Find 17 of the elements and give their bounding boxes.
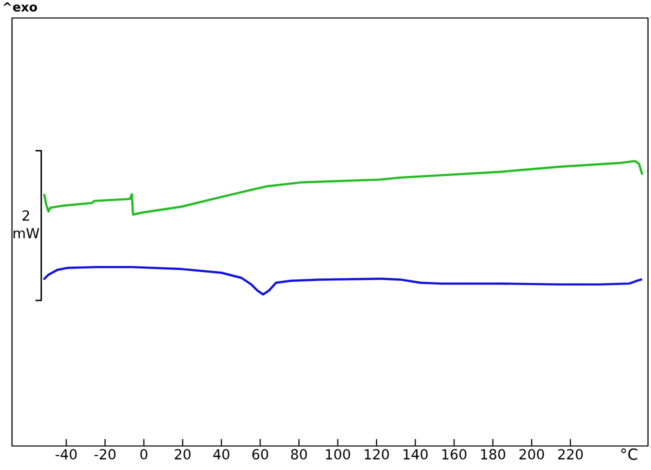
x-tick-label: 220 bbox=[558, 449, 583, 460]
x-tick-label: 0 bbox=[140, 449, 148, 460]
x-tick-label: 60 bbox=[252, 449, 268, 460]
x-tick-label: 180 bbox=[481, 449, 506, 460]
x-tick-label: 40 bbox=[213, 449, 230, 460]
x-tick-label: -20 bbox=[94, 449, 116, 460]
chart-title: ^exo bbox=[3, 2, 38, 12]
x-tick-label: 120 bbox=[364, 449, 389, 460]
x-tick-label: -40 bbox=[56, 449, 77, 460]
x-tick-label: 100 bbox=[326, 449, 350, 460]
x-tick-label: 140 bbox=[404, 449, 428, 460]
annotation: 2 mW bbox=[14, 210, 40, 238]
x-tick-label: 200 bbox=[519, 449, 544, 460]
x-tick-label: 80 bbox=[291, 449, 307, 460]
x-axis-title: °C bbox=[621, 448, 638, 460]
x-tick-label: 160 bbox=[442, 449, 466, 460]
x-tick-label: 20 bbox=[174, 449, 191, 460]
